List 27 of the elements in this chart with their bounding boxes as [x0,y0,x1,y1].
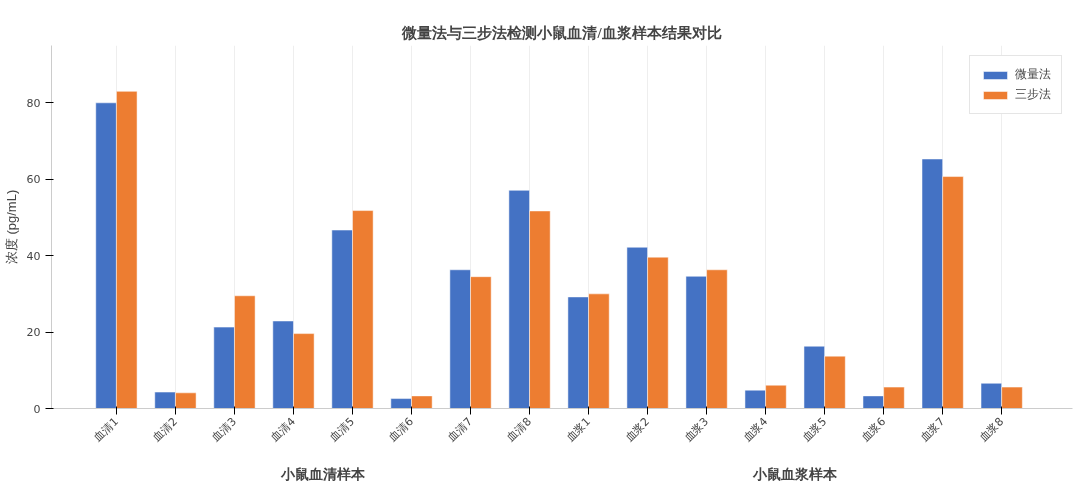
x-tick-label: 血浆2 [622,414,653,445]
x-tick-label: 血清6 [386,414,417,445]
x-tick-label: 血清2 [150,414,181,445]
legend-label: 微量法 [1015,66,1051,83]
x-tick-label: 血清7 [445,414,476,445]
x-tick-label: 血浆6 [858,414,889,445]
y-tick-label: 20 [26,326,41,340]
y-tick-label: 80 [26,96,41,110]
y-tick-label: 60 [26,173,41,187]
x-tick-label: 血清3 [209,414,240,445]
text: 小鼠血清样本 [279,466,366,482]
x-tick-label: 血清5 [327,414,358,445]
x-tick-label: 血清8 [504,414,535,445]
y-tick-label: 0 [33,402,41,416]
x-tick-label: 血浆3 [681,414,712,445]
x-tick-label: 血浆8 [976,414,1007,445]
x-tick-label: 血清1 [91,414,122,445]
text: 小鼠血浆样本 [752,466,839,482]
y-axis-title: 浓度 (pg/mL) [3,189,19,265]
y-tick-label: 40 [26,249,41,263]
x-tick-label: 血清4 [268,414,299,445]
x-tick-label: 血浆1 [563,414,594,445]
chart-title: 微量法与三步法检测小鼠血清/血浆样本结果对比 [401,24,722,41]
x-tick-label: 血浆4 [740,414,771,445]
x-tick-label: 血浆7 [917,414,948,445]
x-tick-label: 血浆5 [799,414,830,445]
legend-label: 三步法 [1015,86,1051,103]
